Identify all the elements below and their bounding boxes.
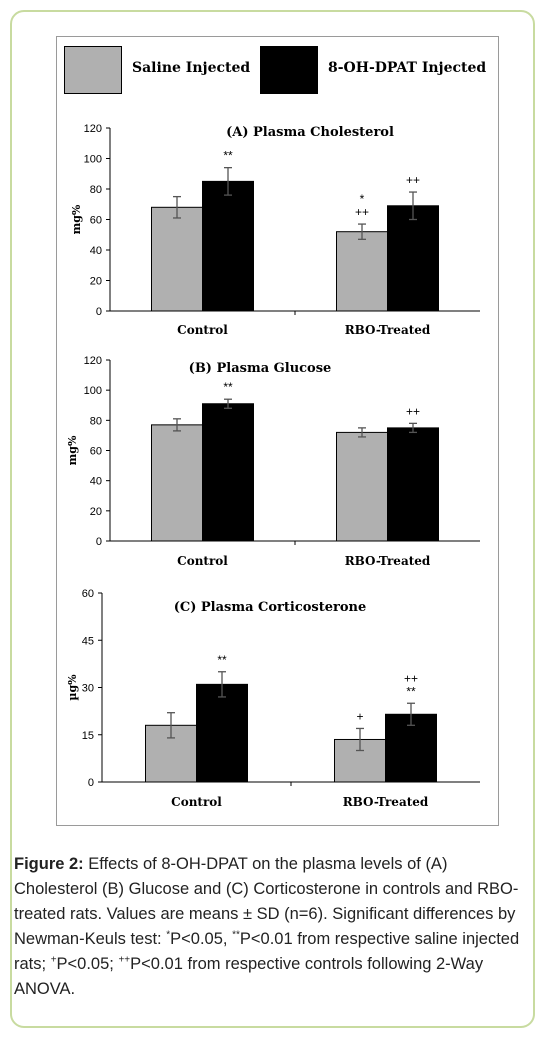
y-tick-label: 0 — [88, 777, 94, 789]
y-axis-label: µg% — [66, 674, 79, 701]
y-axis-label: mg% — [70, 204, 83, 234]
significance-label: * — [360, 192, 365, 206]
significance-label: + — [356, 709, 363, 723]
caption-text-5: P<0.01 from respective controls followin… — [14, 955, 484, 998]
y-tick-label: 40 — [90, 245, 102, 257]
x-tick-label: Control — [177, 323, 228, 337]
chart-title: (B) Plasma Glucose — [189, 361, 332, 376]
bar — [387, 205, 439, 312]
bar — [336, 431, 388, 542]
y-tick-label: 20 — [90, 276, 102, 288]
x-tick-label: Control — [171, 795, 222, 809]
bar — [151, 206, 203, 312]
x-tick-label: RBO-Treated — [345, 554, 431, 568]
significance-label: ++ — [355, 205, 369, 219]
caption-sup-1: * — [166, 929, 171, 941]
y-axis-label: mg% — [66, 435, 79, 465]
significance-label: ** — [406, 684, 416, 698]
chart-svg: 0 15 30 45 60 µg% (C) Plasma Corticosterone Con… — [66, 588, 480, 809]
significance-label: ** — [223, 380, 233, 394]
y-tick-label: 20 — [90, 506, 102, 518]
legend-label-saline: Saline Injected — [132, 60, 251, 76]
y-tick-label: 80 — [90, 415, 102, 427]
chart-panel-glucose: 0 20 40 60 80 100 120 mg% (B) Plasma Glucose Cont… — [62, 346, 486, 582]
bar — [196, 683, 248, 783]
significance-label: ** — [217, 653, 227, 667]
chart-title: (A) Plasma Cholesterol — [226, 125, 394, 140]
legend-swatch-saline — [64, 46, 122, 94]
bar — [336, 231, 388, 312]
chart-panel-corticosterone: 0 15 30 45 60 µg% (C) Plasma Corticosterone Con… — [62, 585, 486, 825]
chart-panel-cholesterol: 0 20 40 60 80 100 120 mg% (A) Plasma Cholesterol… — [62, 110, 486, 342]
y-tick-label: 100 — [84, 154, 102, 166]
y-tick-label: 40 — [90, 476, 102, 488]
significance-label: ++ — [406, 173, 420, 187]
figure-caption: Figure 2: Effects of 8-OH-DPAT on the pl… — [14, 852, 532, 1002]
significance-label: ++ — [406, 404, 420, 418]
y-tick-label: 60 — [90, 446, 102, 458]
caption-label: Figure 2: — [14, 855, 84, 873]
y-tick-label: 80 — [90, 184, 102, 196]
legend-swatch-dpat — [260, 46, 318, 94]
caption-sup-2: ** — [232, 929, 240, 941]
legend-label-dpat: 8-OH-DPAT Injected — [328, 60, 487, 76]
chart-svg: 0 20 40 60 80 100 120 mg% (B) Plasma Glucose Cont… — [66, 355, 480, 568]
chart-legend: Saline Injected 8-OH-DPAT Injected — [62, 46, 490, 100]
bar — [202, 180, 254, 312]
bar — [387, 427, 439, 542]
chart-svg: 0 20 40 60 80 100 120 mg% (A) Plasma Cholesterol… — [70, 123, 480, 337]
y-tick-label: 120 — [84, 123, 102, 135]
x-tick-label: RBO-Treated — [345, 323, 431, 337]
x-tick-label: Control — [177, 554, 228, 568]
y-tick-label: 45 — [82, 635, 94, 647]
y-tick-label: 0 — [96, 306, 102, 318]
y-tick-label: 120 — [84, 355, 102, 367]
y-tick-label: 60 — [82, 588, 94, 600]
caption-text-2: P<0.05, — [170, 930, 233, 948]
x-tick-label: RBO-Treated — [343, 795, 429, 809]
bar — [202, 403, 254, 542]
caption-sup-3: + — [50, 954, 57, 966]
caption-sup-4: ++ — [118, 954, 131, 966]
significance-label: ++ — [404, 671, 418, 685]
caption-text-1: Effects of 8-OH-DPAT on the plasma level… — [14, 855, 519, 948]
significance-label: ** — [223, 149, 233, 163]
y-tick-label: 60 — [90, 215, 102, 227]
y-tick-label: 100 — [84, 385, 102, 397]
chart-title: (C) Plasma Corticosterone — [174, 600, 367, 615]
y-tick-label: 15 — [82, 730, 94, 742]
y-tick-label: 30 — [82, 683, 94, 695]
y-tick-label: 0 — [96, 536, 102, 548]
caption-text-4: P<0.05; — [56, 955, 119, 973]
bar — [151, 424, 203, 542]
caption-text-3: P<0.01 from respective saline injected r… — [14, 930, 520, 973]
